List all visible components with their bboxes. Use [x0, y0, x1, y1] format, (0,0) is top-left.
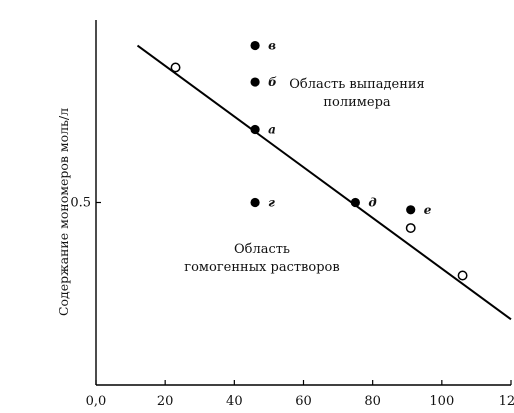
point-label: д	[368, 196, 376, 210]
x-tick-label: 80	[364, 394, 381, 409]
boundary-line-group	[136, 44, 512, 321]
filled-point	[350, 197, 360, 208]
region-label-homogeneous: Область	[234, 242, 290, 257]
point-label: а	[268, 123, 276, 137]
region-labels: Область выпадения полимера Область гомогенн…	[184, 77, 424, 275]
filled-point	[250, 124, 260, 135]
x-tick-label: 120	[499, 394, 514, 409]
filled-point	[406, 205, 416, 215]
point-label: е	[424, 203, 432, 217]
point-label: г	[268, 196, 275, 210]
x-ticks: 0,0 20 40 60 80 100 120	[86, 380, 514, 409]
x-tick-label: 40	[226, 394, 243, 409]
y-ticks: 0.5	[70, 196, 101, 211]
filled-point	[250, 40, 260, 51]
y-axis-label: Содержание мономеров моль/л	[56, 108, 71, 316]
axes	[95, 20, 511, 386]
data-points: в б а г д е	[170, 39, 468, 281]
region-label-precipitation: Область выпадения	[289, 77, 424, 92]
x-tick-label: 0,0	[86, 394, 107, 409]
open-point	[457, 270, 468, 281]
point-label: в	[268, 39, 276, 53]
filled-point	[250, 197, 260, 208]
region-label-homogeneous: гомогенных растворов	[184, 260, 339, 275]
boundary-line	[136, 44, 512, 321]
region-label-precipitation: полимера	[323, 95, 391, 110]
x-tick-label: 60	[295, 394, 312, 409]
open-point	[405, 223, 416, 234]
x-tick-label: 20	[157, 394, 174, 409]
point-label: б	[268, 75, 277, 89]
y-tick-label: 0.5	[70, 196, 91, 211]
x-tick-label: 100	[429, 394, 454, 409]
filled-point	[250, 77, 260, 87]
open-point	[170, 62, 181, 73]
